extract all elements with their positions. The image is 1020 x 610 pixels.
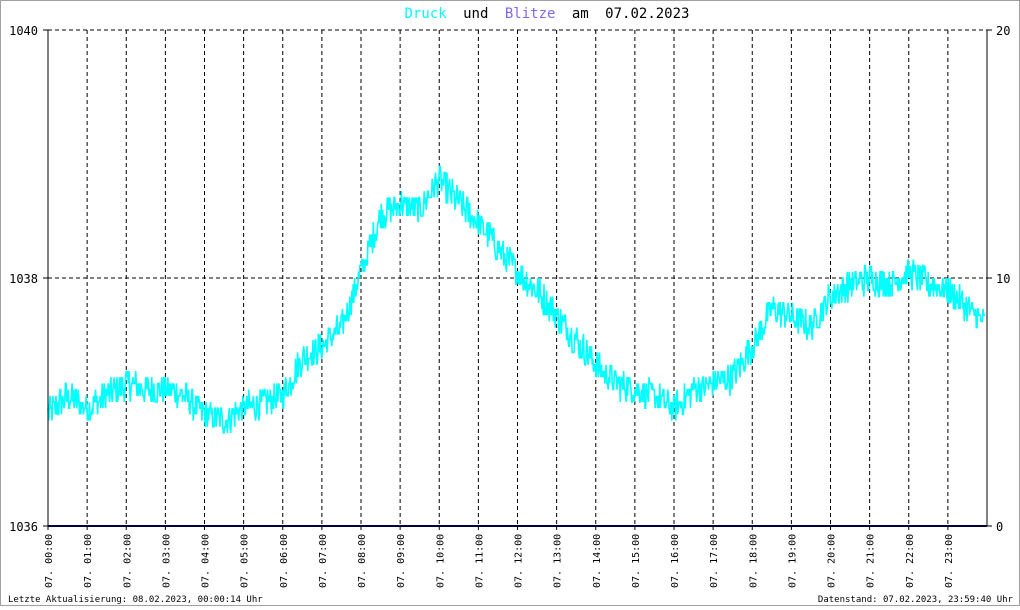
- y-left-tick-label: 1036: [9, 520, 38, 534]
- y-right-tick-label: 0: [996, 520, 1003, 534]
- series-line-druck: [47, 165, 985, 434]
- title-und: und: [463, 6, 488, 22]
- x-tick-label: 07. 16:00: [670, 534, 681, 588]
- y-left-tick-label: 1038: [9, 272, 38, 286]
- x-tick-label: 07. 05:00: [240, 534, 251, 588]
- x-tick-label: 07. 08:00: [357, 534, 368, 588]
- y-right-tick-label: 10: [996, 272, 1010, 286]
- x-tick-label: 07. 21:00: [866, 534, 877, 588]
- title-am: am: [572, 6, 589, 22]
- x-tick-label: 07. 01:00: [83, 534, 94, 588]
- x-tick-label: 07. 03:00: [161, 534, 172, 588]
- x-tick-label: 07. 23:00: [944, 534, 955, 588]
- x-tick-label: 07. 12:00: [514, 534, 525, 588]
- chart-title: Druck und Blitze am 07.02.2023: [405, 6, 690, 22]
- x-tick-label: 07. 15:00: [631, 534, 642, 588]
- y-right-tick-label: 20: [996, 24, 1010, 38]
- x-tick-label: 07. 09:00: [396, 534, 407, 588]
- x-tick-label: 07. 18:00: [748, 534, 759, 588]
- x-tick-label: 07. 17:00: [709, 534, 720, 588]
- x-tick-label: 07. 04:00: [201, 534, 212, 588]
- title-blitze: Blitze: [505, 6, 556, 22]
- tick-labels: 1036 1038 1040 0 10 20 07. 00:00 07. 01:00 07. 0…: [9, 24, 1010, 588]
- x-tick-label: 07. 06:00: [279, 534, 290, 588]
- x-tick-label: 07. 13:00: [553, 534, 564, 588]
- x-tick-label: 07. 00:00: [44, 534, 55, 588]
- title-date: 07.02.2023: [605, 6, 689, 22]
- title-druck: Druck: [405, 6, 448, 22]
- x-tick-label: 07. 14:00: [592, 534, 603, 588]
- x-tick-label: 07. 07:00: [318, 534, 329, 588]
- y-left-tick-label: 1040: [9, 24, 38, 38]
- x-tick-label: 07. 10:00: [435, 534, 446, 588]
- x-tick-label: 07. 22:00: [905, 534, 916, 588]
- footer-left: Letzte Aktualisierung: 08.02.2023, 00:00…: [8, 595, 263, 605]
- x-tick-label: 07. 19:00: [787, 534, 798, 588]
- x-tick-label: 07. 11:00: [474, 534, 485, 588]
- x-tick-label: 07. 20:00: [827, 534, 838, 588]
- footer-right: Datenstand: 07.02.2023, 23:59:40 Uhr: [818, 595, 1014, 605]
- x-tick-label: 07. 02:00: [122, 534, 133, 588]
